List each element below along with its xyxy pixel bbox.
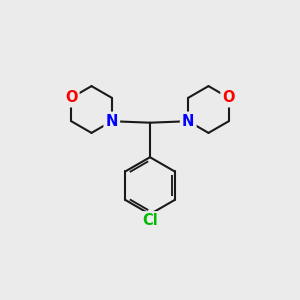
Text: O: O: [223, 90, 235, 105]
Text: Cl: Cl: [142, 213, 158, 228]
Text: N: N: [106, 114, 118, 129]
Text: N: N: [182, 114, 194, 129]
Text: O: O: [65, 90, 77, 105]
